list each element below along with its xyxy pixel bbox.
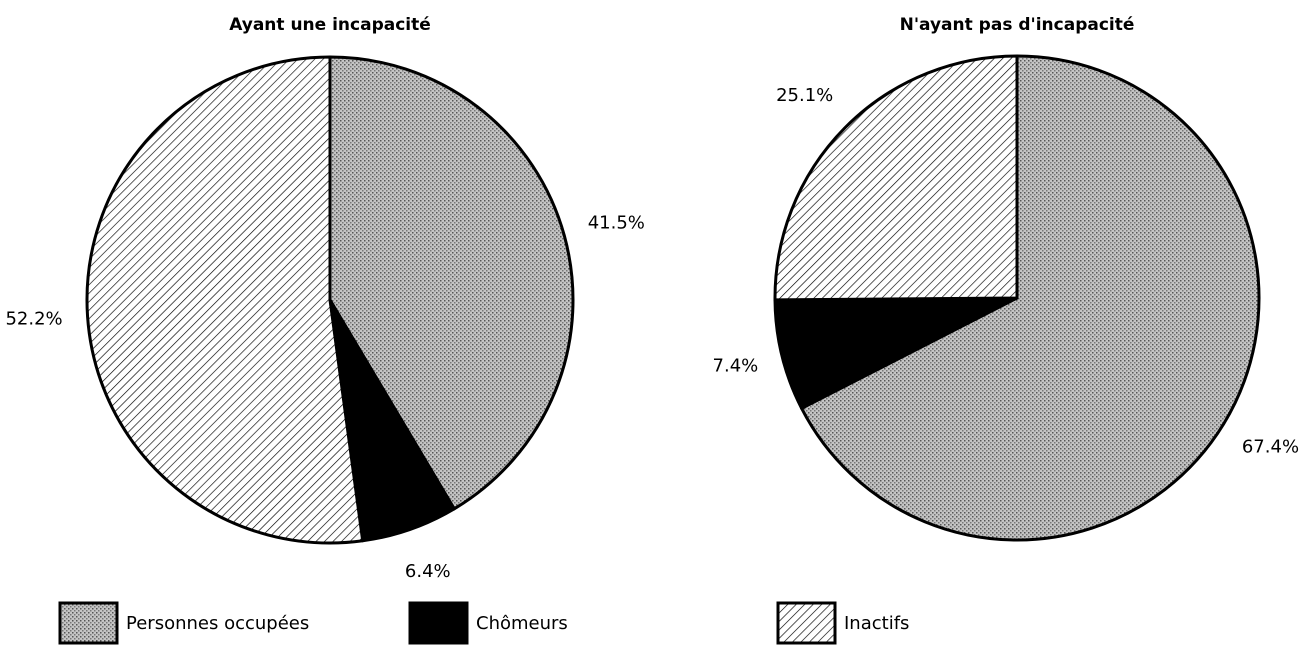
data-label: 6.4%: [405, 561, 451, 582]
legend-label: Personnes occupées: [126, 613, 309, 634]
data-label: 41.5%: [588, 213, 645, 234]
legend-swatch: [408, 601, 469, 645]
chart-title: N'ayant pas d'incapacité: [900, 15, 1135, 35]
pie-slice: [773, 54, 1019, 302]
legend-label: Inactifs: [844, 613, 909, 634]
legend-swatch: [58, 601, 119, 645]
pie-slice: [85, 55, 365, 545]
pie-slice: [328, 55, 575, 511]
pie-slice: [800, 54, 1261, 542]
data-label: 67.4%: [1242, 437, 1299, 458]
data-label: 7.4%: [713, 355, 759, 376]
legend-label: Chômeurs: [476, 613, 568, 634]
pie-slice: [773, 296, 1019, 410]
data-label: 52.2%: [5, 308, 62, 329]
legend-swatch: [776, 601, 837, 645]
data-label: 25.1%: [776, 85, 833, 106]
chart-title: Ayant une incapacité: [229, 15, 431, 35]
